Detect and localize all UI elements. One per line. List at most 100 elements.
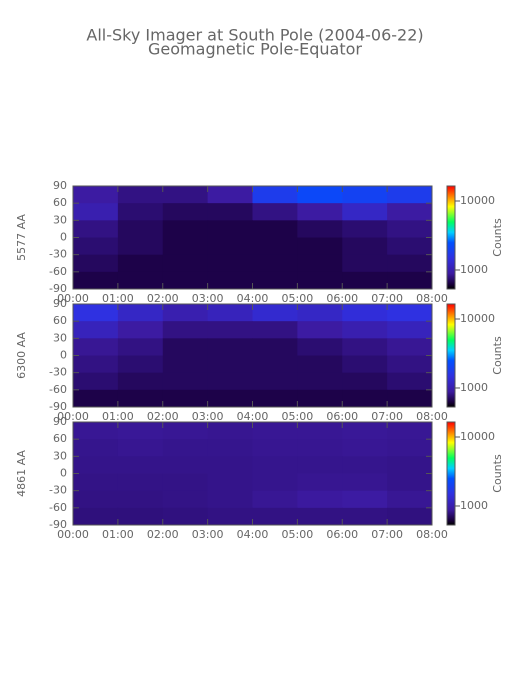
heatmap-cell [162,304,209,322]
colorbar-frame [446,303,456,408]
heatmap-cell [387,203,433,221]
heatmap-cell [162,389,209,408]
heatmap-cell [207,439,253,457]
heatmap-cell [117,490,164,509]
heatmap-cell [162,355,209,374]
heatmap-cell [387,304,433,322]
heatmap-cell [342,473,388,492]
heatmap-cell [162,220,209,238]
heatmap-cell [207,473,253,492]
heatmap-cell [252,439,298,457]
heatmap-cell [73,439,119,457]
heatmap-cell [342,321,388,339]
heatmap-cell [342,355,388,374]
heatmap-cell [342,304,388,322]
heatmap-cell [252,203,298,221]
heatmap-cell [207,338,253,356]
heatmap-cell [117,271,164,290]
heatmap-cell [387,372,433,391]
y-tick-label: -30 [49,248,67,261]
y-tick-label: 60 [53,432,67,445]
heatmap-cell [207,220,253,238]
heatmap-cell [252,338,298,356]
colorbar [447,422,455,525]
x-tick-label: 08:00 [416,410,448,423]
heatmap-cell [207,507,253,526]
heatmap-cell [73,254,119,273]
heatmap-cell [73,389,119,408]
heatmap-cell [387,422,433,440]
heatmap-cell [162,321,209,339]
x-tick-label: 01:00 [102,528,134,541]
heatmap-cell [342,203,388,221]
x-tick-label: 00:00 [57,292,89,305]
colorbar-label: Counts [491,218,504,257]
heatmap-cell [162,439,209,457]
heatmap-cell [342,372,388,391]
heatmap-cell [252,355,298,374]
heatmap-cell [73,304,119,322]
heatmap-cell [342,439,388,457]
x-tick-label: 08:00 [416,292,448,305]
heatmap-cell [117,203,164,221]
colorbar-frame [446,185,456,290]
heatmap-cell [387,220,433,238]
heatmap-cell [297,338,343,356]
heatmap-cell [73,490,119,509]
y-tick-label: 0 [60,231,67,244]
heatmap-cell [297,439,343,457]
heatmap-cell [387,338,433,356]
heatmap-cell [252,456,298,474]
title: All-Sky Imager at South Pole (2004-06-22… [86,26,423,45]
x-tick-label: 04:00 [237,292,269,305]
x-tick-label: 00:00 [57,528,89,541]
heatmap-cell [162,254,209,273]
heatmap-cell [387,456,433,474]
heatmap-cell [117,372,164,391]
y-tick-label: -90 [49,400,67,413]
heatmap-cell [297,473,343,492]
y-tick-label: -60 [49,265,67,278]
y-tick-label: -90 [49,282,67,295]
heatmap-cell [162,237,209,256]
heatmap-cell [297,389,343,408]
heatmap-cell [162,473,209,492]
heatmap-cell [297,304,343,322]
heatmap-cell [73,186,119,204]
y-tick-label: 30 [53,331,67,344]
colorbar-tick-label: 10000 [460,430,495,443]
y-tick-label: 0 [60,349,67,362]
heatmap-cell [162,422,209,440]
colorbar-tick-label: 1000 [460,263,488,276]
heatmap-cell [252,490,298,509]
heatmap-cell [207,372,253,391]
heatmap-cell [73,220,119,238]
x-tick-label: 05:00 [282,410,314,423]
y-tick-label: 0 [60,467,67,480]
heatmap-cell [252,220,298,238]
heatmap-cell [297,321,343,339]
heatmap-cell [342,338,388,356]
heatmap-cell [207,237,253,256]
heatmap-cell [117,220,164,238]
heatmap-cell [73,271,119,290]
x-tick-label: 04:00 [237,410,269,423]
heatmap-cell [162,490,209,509]
heatmap-cell [342,271,388,290]
x-tick-label: 00:00 [57,410,89,423]
y-axis-label: 6300 AA [15,332,28,379]
heatmap-cell [252,507,298,526]
heatmap-cell [73,456,119,474]
heatmap-cell [342,254,388,273]
heatmap-cell [297,422,343,440]
heatmap-cell [207,422,253,440]
heatmap-cell [342,237,388,256]
heatmap-cell [342,220,388,238]
heatmap-cell [387,490,433,509]
heatmap-cell [207,355,253,374]
heatmap-cell [297,237,343,256]
heatmap-cell [73,237,119,256]
x-tick-label: 03:00 [192,292,224,305]
subtitle: Geomagnetic Pole-Equator [148,40,362,59]
